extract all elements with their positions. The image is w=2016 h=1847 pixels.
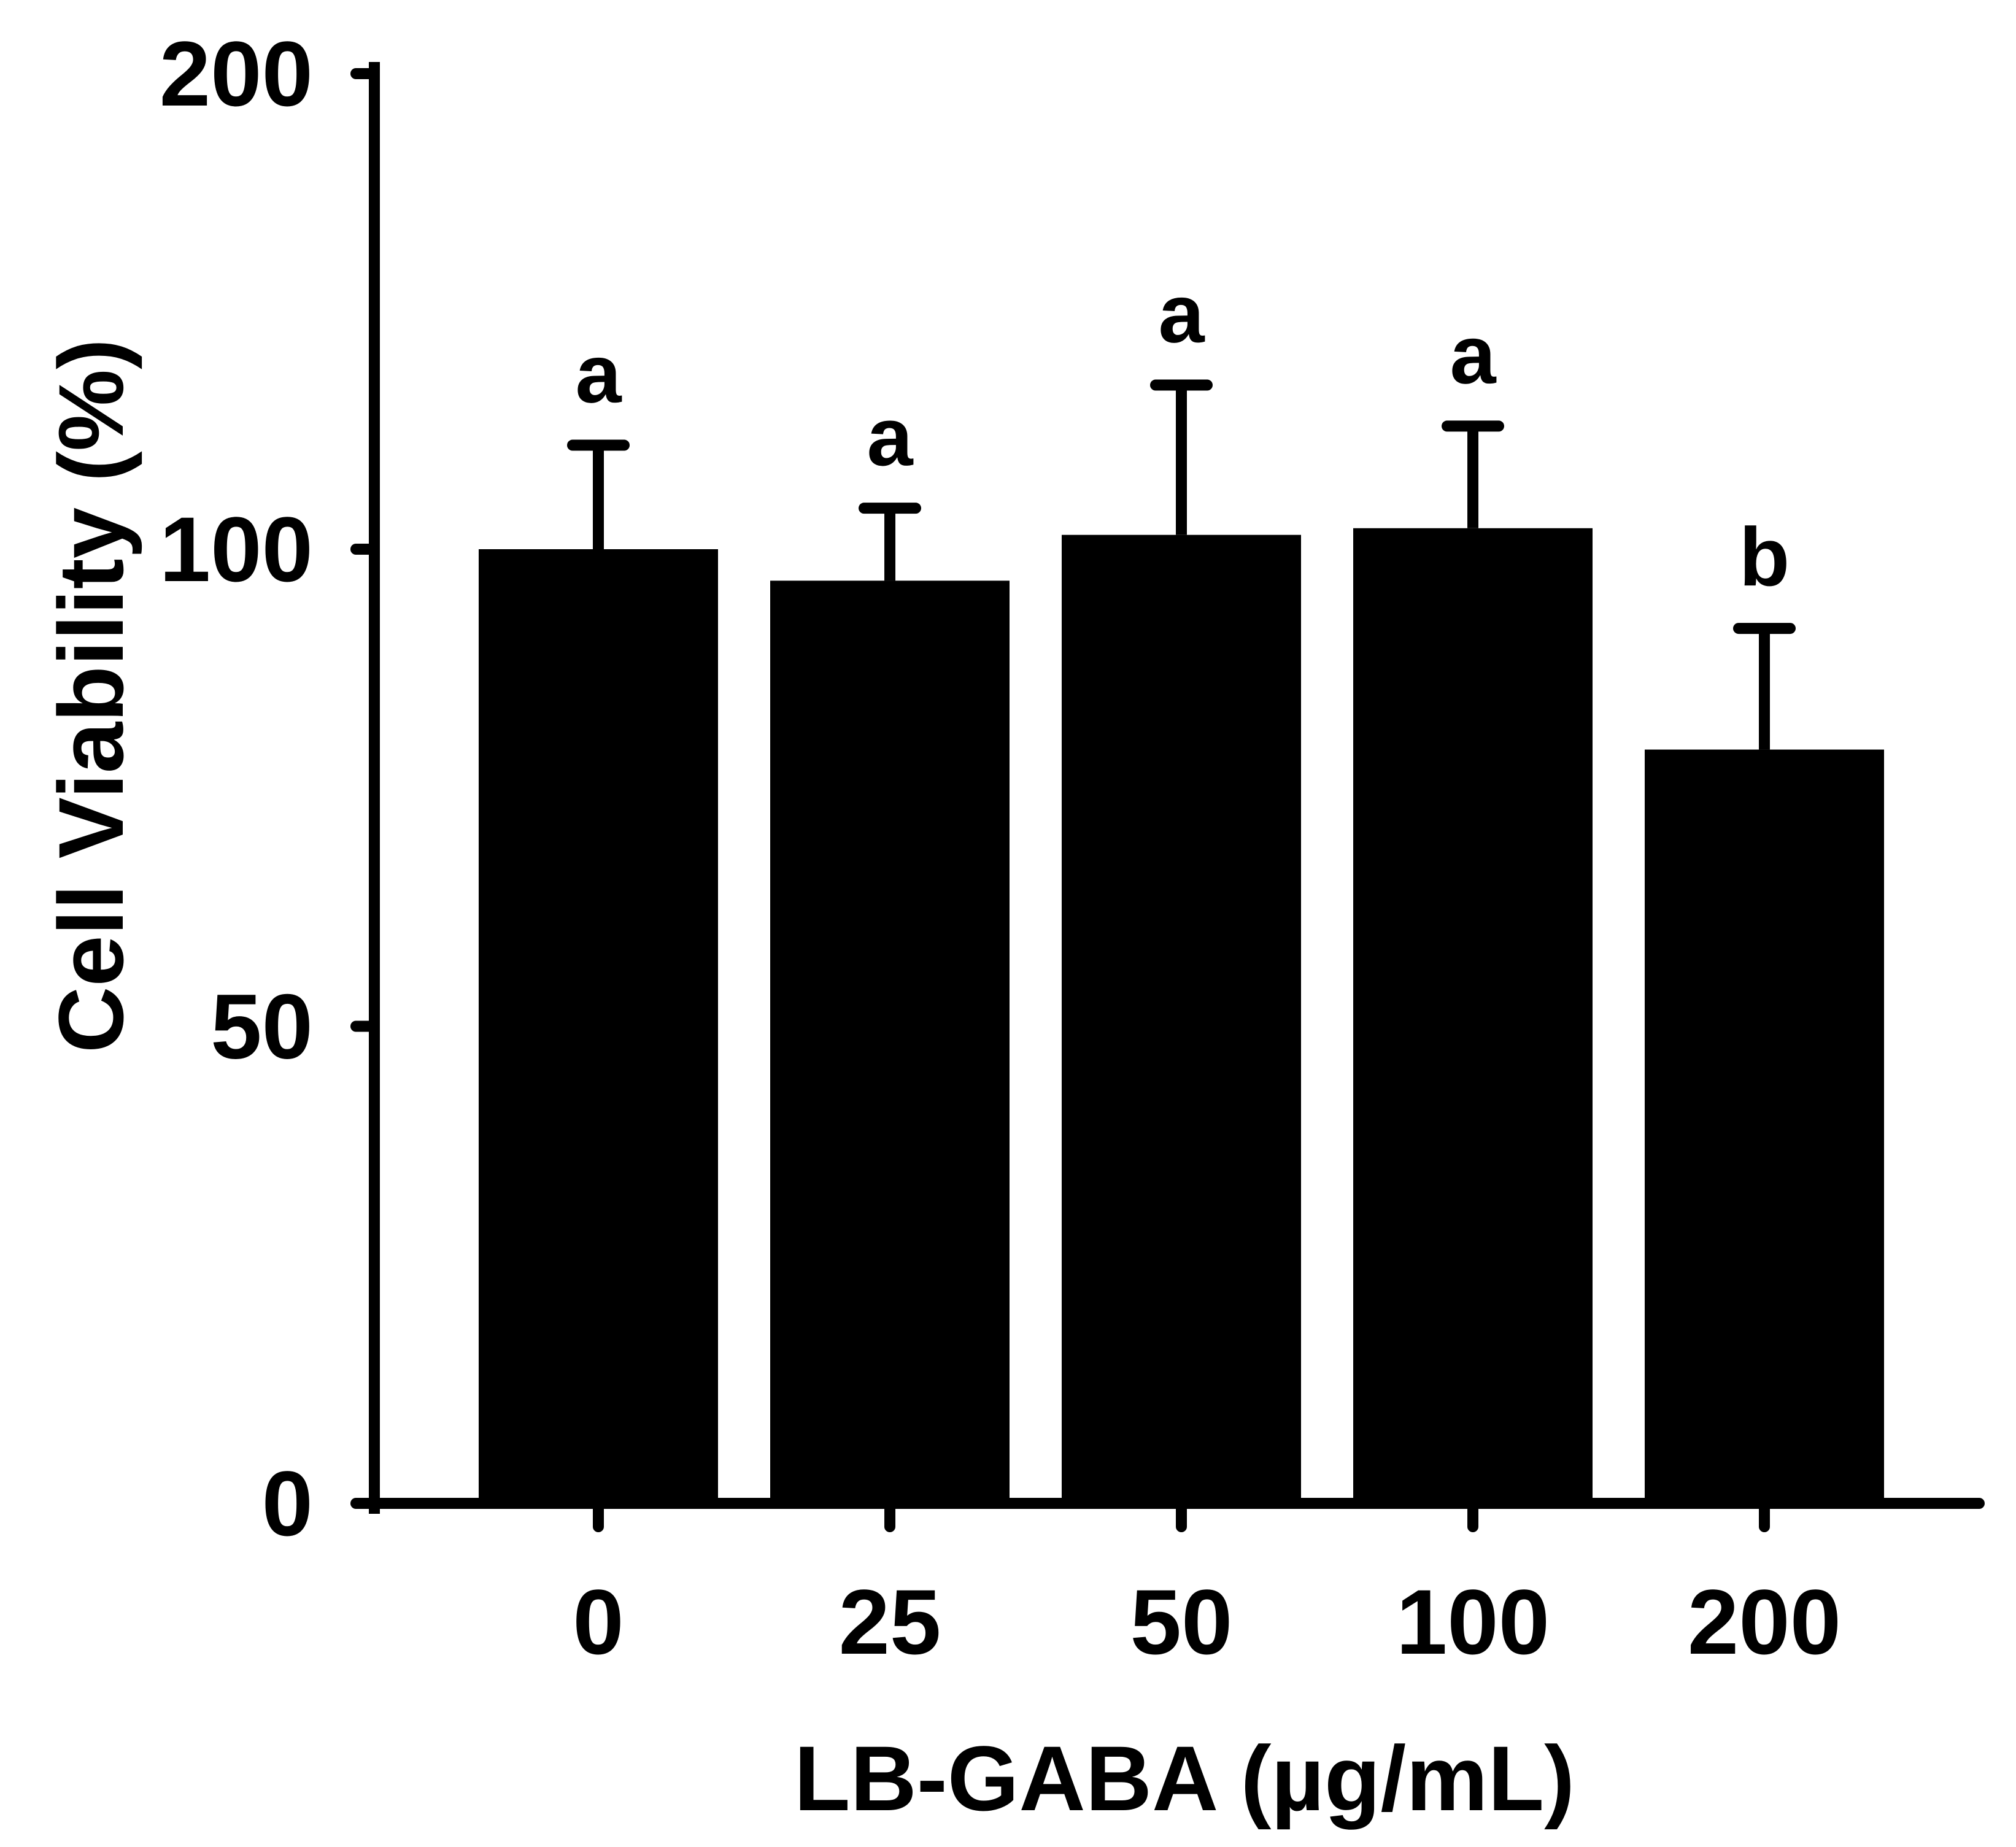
y-tick-label-50: 50: [210, 975, 313, 1078]
bar-200: [1645, 749, 1884, 1503]
y-ticks-layer: 0 50 100 200: [160, 22, 380, 1555]
x-tick-label-0: 0: [573, 1570, 624, 1673]
x-axis-title: LB-GABA (µg/mL): [794, 1727, 1575, 1830]
significance-label-100: a: [1450, 308, 1496, 401]
y-axis-title: Cell Viability (%): [39, 339, 142, 1053]
significance-label-200: b: [1739, 511, 1790, 603]
error-bars-layer: [567, 379, 1796, 750]
significance-label-0: a: [575, 328, 622, 420]
significance-label-25: a: [867, 390, 913, 483]
significance-label-50: a: [1158, 268, 1205, 360]
y-tick-label-100: 100: [160, 498, 313, 601]
bar-50: [1062, 534, 1301, 1503]
y-tick-label-0: 0: [262, 1452, 313, 1555]
x-tick-label-100: 100: [1396, 1570, 1550, 1673]
bar-0: [479, 549, 718, 1503]
x-tick-label-50: 50: [1130, 1570, 1233, 1673]
x-tick-label-200: 200: [1688, 1570, 1841, 1673]
y-tick-label-200: 200: [160, 22, 313, 125]
significance-labels-layer: a a a a b: [575, 268, 1790, 604]
bar-100: [1353, 528, 1593, 1503]
bars-layer: [479, 528, 1884, 1504]
bar-25: [770, 580, 1010, 1504]
x-ticks-layer: 0 25 50 100 200: [573, 1498, 1841, 1673]
x-tick-label-25: 25: [839, 1570, 941, 1673]
